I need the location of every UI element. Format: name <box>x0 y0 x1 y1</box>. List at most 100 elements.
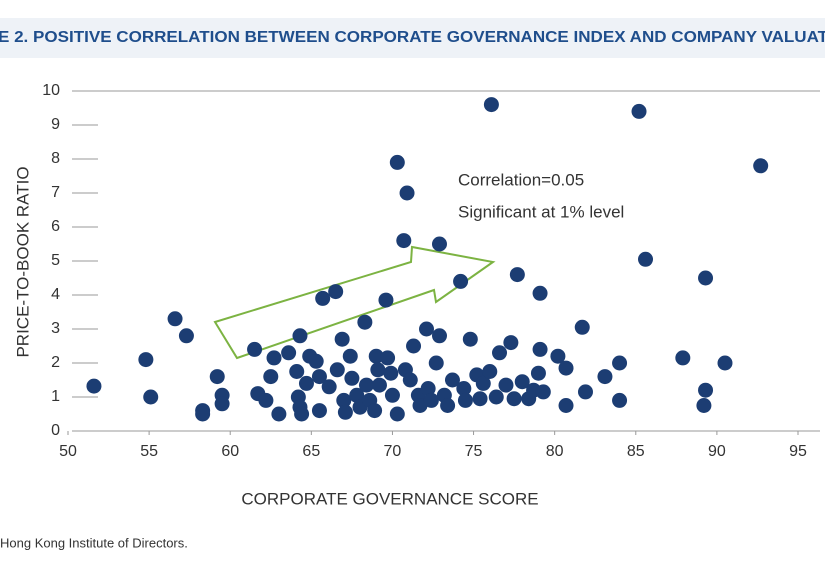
point <box>195 406 211 422</box>
point <box>558 398 574 413</box>
annotation: Correlation=0.05 <box>458 170 584 189</box>
point <box>337 404 353 420</box>
point <box>329 362 345 378</box>
point <box>717 355 733 371</box>
point <box>457 392 473 408</box>
point <box>532 285 548 301</box>
point <box>419 321 435 337</box>
point <box>396 233 412 249</box>
point <box>412 398 428 413</box>
point <box>342 348 358 364</box>
point <box>334 331 350 347</box>
point <box>423 392 439 408</box>
y-tick-label: 6 <box>51 218 60 235</box>
point <box>370 362 386 378</box>
point <box>389 154 405 170</box>
x-tick-label: 75 <box>465 443 483 460</box>
point <box>698 270 714 286</box>
annotation: Significant at 1% level <box>458 202 624 221</box>
x-tick-label: 85 <box>627 443 645 460</box>
point <box>428 355 444 371</box>
point <box>311 369 327 385</box>
point <box>577 384 593 400</box>
point <box>349 387 365 403</box>
point <box>315 290 331 306</box>
y-tick-label: 4 <box>51 286 60 303</box>
point <box>462 331 478 347</box>
x-tick-label: 60 <box>221 443 239 460</box>
point <box>383 365 399 381</box>
point <box>574 319 590 335</box>
point <box>444 372 460 388</box>
point <box>698 382 714 398</box>
y-tick-label: 10 <box>42 82 60 99</box>
point <box>378 292 394 308</box>
point <box>294 406 310 422</box>
point <box>214 396 230 412</box>
point <box>753 158 769 174</box>
point <box>498 377 514 393</box>
x-tick-label: 90 <box>708 443 726 460</box>
point <box>289 364 305 379</box>
x-tick-label: 80 <box>546 443 564 460</box>
point <box>696 398 712 413</box>
point <box>431 236 447 252</box>
point <box>431 328 447 344</box>
y-tick-label: 1 <box>51 388 60 405</box>
point <box>453 273 469 289</box>
point <box>328 284 344 300</box>
point <box>631 103 647 119</box>
source-note: Hong Kong Institute of Directors. <box>0 535 188 550</box>
point <box>530 365 546 381</box>
point <box>167 311 183 327</box>
x-tick-label: 65 <box>302 443 320 460</box>
point <box>503 335 519 351</box>
point <box>357 314 373 330</box>
point <box>509 267 525 283</box>
point <box>420 381 436 396</box>
point <box>558 360 574 376</box>
point <box>638 251 654 267</box>
point <box>472 391 488 407</box>
point <box>281 345 297 361</box>
point <box>308 353 324 369</box>
point <box>612 355 628 371</box>
title-band <box>0 18 825 58</box>
point <box>475 375 491 391</box>
point <box>344 370 360 386</box>
y-tick-label: 5 <box>51 252 60 269</box>
y-tick-label: 2 <box>51 354 60 371</box>
x-axis-title: CORPORATE GOVERNANCE SCORE <box>241 489 538 508</box>
point <box>492 345 508 361</box>
point <box>384 387 400 403</box>
point <box>266 350 282 366</box>
point <box>143 389 159 405</box>
y-tick-label: 0 <box>51 422 60 439</box>
point <box>675 350 691 366</box>
point <box>271 406 287 422</box>
point <box>399 185 415 201</box>
point <box>488 389 504 405</box>
point <box>298 375 314 391</box>
point <box>456 381 472 396</box>
point <box>258 392 274 408</box>
point <box>321 379 337 395</box>
trend-arrow <box>213 245 496 360</box>
point <box>514 374 530 390</box>
point <box>380 350 396 366</box>
chart-title: E 2. POSITIVE CORRELATION BETWEEN CORPOR… <box>0 29 825 46</box>
point <box>532 341 548 357</box>
y-tick-label: 8 <box>51 150 60 167</box>
y-tick-label: 9 <box>51 116 60 133</box>
point <box>402 372 418 388</box>
point <box>506 391 522 407</box>
point <box>209 369 225 385</box>
x-tick-label: 55 <box>140 443 158 460</box>
x-tick-label: 70 <box>384 443 402 460</box>
point <box>86 378 102 394</box>
point <box>389 406 405 422</box>
point <box>440 398 456 413</box>
x-tick-label: 95 <box>789 443 807 460</box>
y-axis-title: PRICE-TO-BOOK RATIO <box>13 166 32 357</box>
